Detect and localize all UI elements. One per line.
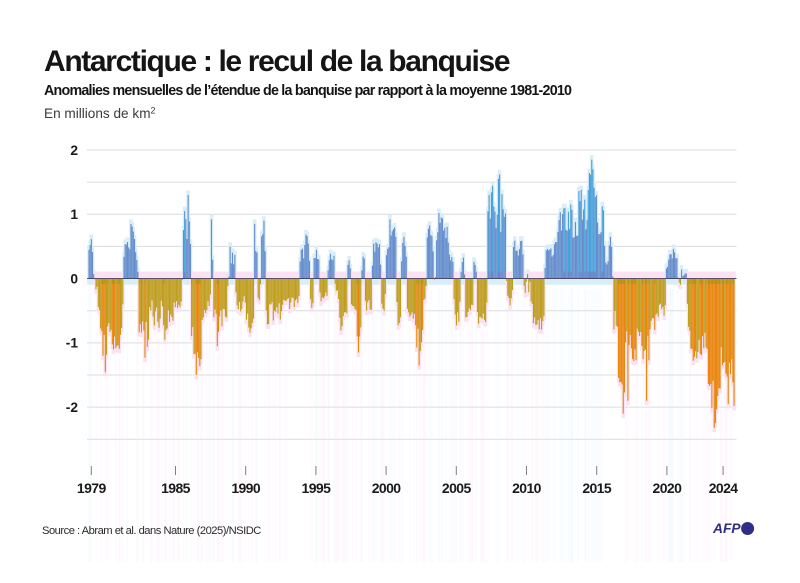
svg-text:1990: 1990 [231,480,261,496]
svg-text:AFP: AFP [712,521,741,536]
svg-text:En millions de km2: En millions de km2 [44,106,156,122]
svg-text:Anomalies mensuelles de l’éten: Anomalies mensuelles de l’étendue de la … [44,83,572,99]
svg-text:Antarctique : le recul de la b: Antarctique : le recul de la banquise [44,45,510,78]
svg-text:2020: 2020 [653,480,683,496]
svg-text:2000: 2000 [372,480,402,496]
svg-text:1979: 1979 [77,480,107,496]
svg-text:1985: 1985 [161,480,191,496]
svg-text:2024: 2024 [709,480,739,496]
svg-text:1995: 1995 [302,480,332,496]
svg-text:2: 2 [70,143,78,158]
svg-text:2015: 2015 [582,480,612,496]
svg-text:2010: 2010 [512,480,542,496]
svg-text:-1: -1 [66,336,79,351]
svg-text:Source : Abram et al. dans Nat: Source : Abram et al. dans Nature (2025)… [42,525,261,537]
svg-text:-2: -2 [66,400,79,415]
svg-text:0: 0 [70,271,78,286]
svg-text:1: 1 [70,207,78,222]
svg-text:2005: 2005 [442,480,472,496]
